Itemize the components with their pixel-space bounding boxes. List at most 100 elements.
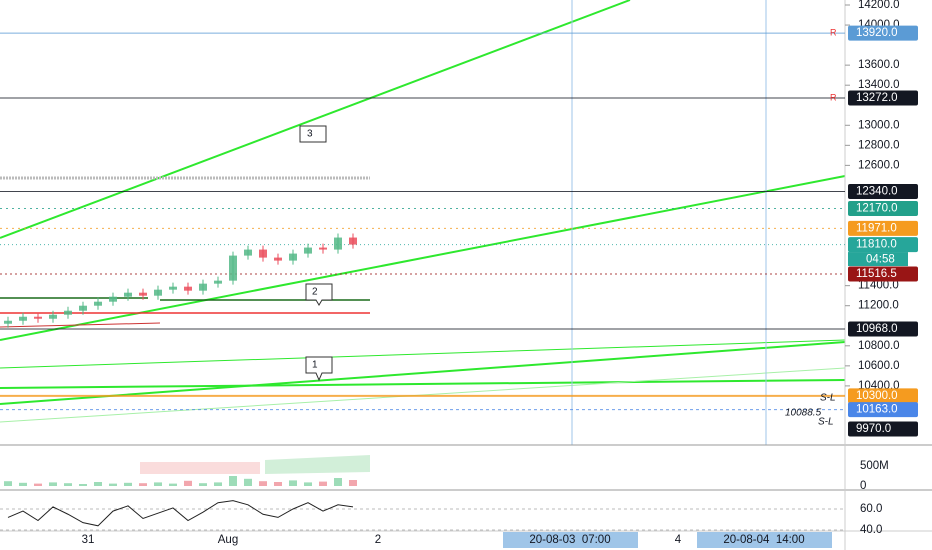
countdown: 04:58 [866,254,895,266]
y-tick-label: 12600.0 [858,159,900,171]
candle-body [319,247,327,250]
time-tag [697,532,832,548]
candle-body [139,292,147,296]
price-tag-label: 11516.5 [856,268,897,280]
volume-bar [274,482,282,486]
candle-body [289,253,297,261]
time-tag [503,532,638,548]
y-tick-label: 13600.0 [858,59,900,71]
candle-body [169,286,177,290]
candle-body [79,305,87,311]
y-tick-label: 10800.0 [858,340,900,352]
y-tick-label: 10600.0 [858,360,900,372]
volume-bar [289,480,297,486]
candle-body [94,301,102,306]
candle-body [334,237,342,250]
volume-bar [49,482,57,486]
time-label: Aug [218,534,238,546]
price-tag [848,421,918,437]
candle-body [214,280,222,284]
candle-body [244,249,252,256]
price-tag [848,237,918,253]
callout-box [299,125,327,143]
volume-bar [334,478,342,486]
y-tick-label: 11200.0 [858,300,899,312]
osc-tick-label: 40.0 [860,524,882,536]
price-tag [848,266,918,282]
price-tag-label: 10968.0 [856,323,898,335]
price-tag-label: 11810.0 [856,239,897,251]
time-label: 4 [675,534,682,546]
price-tag-label: 10300.0 [856,390,898,402]
price-tag [848,25,918,41]
volume-bar [184,480,192,486]
trendline [0,341,846,405]
volume-bar [34,483,42,486]
candle-body [349,237,357,245]
time-tag-label: 20-08-03 07:00 [529,534,610,546]
candle-body [274,257,282,261]
stop-label: 10088.5 [785,408,822,419]
candle-body [19,316,27,321]
callout-label: 1 [312,360,318,371]
countdown-tag [848,252,908,267]
volume-tick-label: 0 [860,480,866,492]
candle-body [34,316,42,319]
volume-bar [94,482,102,486]
candle-body [229,255,237,281]
volume-band [265,455,370,474]
time-label: 31 [82,534,95,546]
volume-bar [214,482,222,486]
price-tag-label: 12340.0 [856,185,898,197]
volume-bar [304,482,312,486]
candle-body [154,289,162,296]
level-line [0,322,161,328]
stop-label: S-L [818,417,834,428]
plot-bg [0,0,845,550]
volume-bar [139,483,147,486]
y-tick-label: 14200.0 [858,0,900,11]
volume-band [140,462,260,474]
price-tag-label: 13272.0 [856,92,898,104]
volume-bar [259,481,267,486]
price-tag-label: 11971.0 [856,222,897,234]
y-tick-label: 13000.0 [858,119,900,131]
candle-body [4,320,12,324]
callout-box [305,356,333,382]
volume-bar [169,483,177,486]
volume-bar [319,481,327,486]
trendline [0,379,846,389]
callout-box [305,283,333,306]
volume-bar [64,483,72,486]
y-tick-label: 13400.0 [858,79,900,91]
osc-tick-label: 60.0 [860,503,882,515]
candle-body [64,310,72,315]
time-label: 2 [375,534,381,546]
price-tag [848,90,918,106]
volume-bar [199,483,207,486]
volume-bar [79,484,87,486]
trendline [0,0,631,239]
y-tick-label: 11400.0 [858,280,899,292]
volume-bar [154,482,162,486]
candle-body [199,283,207,291]
price-tag-label: 12170.0 [856,203,898,215]
volume-bar [4,481,12,486]
stop-label: S-L [820,393,836,404]
price-tag [848,402,918,418]
volume-bar [244,478,252,486]
price-tag [848,200,918,216]
candle-body [259,249,267,258]
callout-label: 2 [312,287,318,298]
volume-bar [349,480,357,486]
price-tag-label: 13920.0 [856,27,898,39]
price-tag [848,220,918,236]
volume-bar [109,483,117,486]
price-tag-label: 9970.0 [856,423,891,435]
time-tag-label: 20-08-04 14:00 [723,534,804,546]
candle-body [49,314,57,319]
price-tag-label: 10163.0 [856,404,898,416]
price-tag [848,183,918,199]
